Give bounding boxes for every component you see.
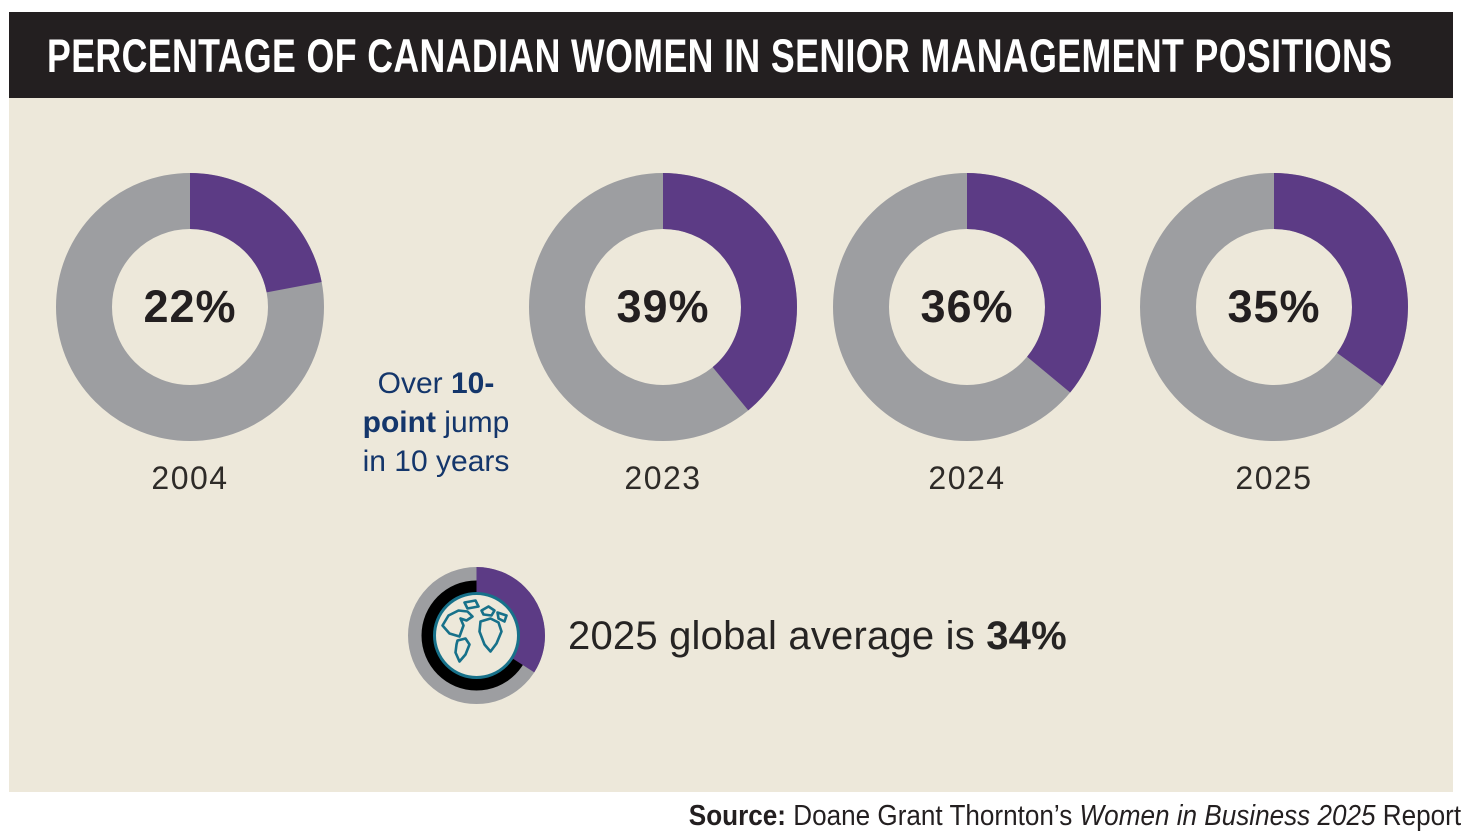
donut-chart-2023 [529, 173, 797, 441]
globe-icon [433, 592, 520, 679]
annotation-line: in 10 years [362, 445, 510, 478]
annotation-10-point-jump: Over 10- point jump in 10 years [321, 364, 551, 481]
donut-year-label: 2023 [624, 460, 702, 496]
donut-chart-2025 [1140, 173, 1408, 441]
global-average-label: 2025 global average is 34% [568, 614, 1067, 658]
donut-group-2004: 22% 2004 [56, 173, 324, 503]
annotation-line: point jump [362, 406, 510, 439]
global-average-donut [408, 567, 545, 704]
donut-chart-2004 [56, 173, 324, 441]
donut-year-label: 2024 [928, 460, 1006, 496]
donut-value-label: 39% [616, 281, 710, 332]
donut-year-label: 2004 [151, 460, 229, 496]
title-bar: PERCENTAGE OF CANADIAN WOMEN IN SENIOR M… [9, 12, 1453, 98]
donut-value-label: 22% [143, 281, 237, 332]
source-text: Source: Doane Grant Thornton’s Women in … [688, 800, 1461, 832]
donut-year-label: 2025 [1235, 460, 1313, 496]
donut-group-2025: 35% 2025 [1140, 173, 1408, 503]
donut-value-label: 36% [920, 281, 1014, 332]
donut-group-2024: 36% 2024 [833, 173, 1101, 503]
chart-title: PERCENTAGE OF CANADIAN WOMEN IN SENIOR M… [47, 28, 1393, 82]
donut-chart-2024 [833, 173, 1101, 441]
donut-value-label: 35% [1227, 281, 1321, 332]
donut-group-2023: 39% 2023 [529, 173, 797, 503]
donut-chart-global-average [408, 567, 545, 704]
annotation-line: Over 10- [377, 367, 495, 400]
chart-panel: 22% 2004 Over 10- point jump in 10 years… [9, 98, 1453, 792]
